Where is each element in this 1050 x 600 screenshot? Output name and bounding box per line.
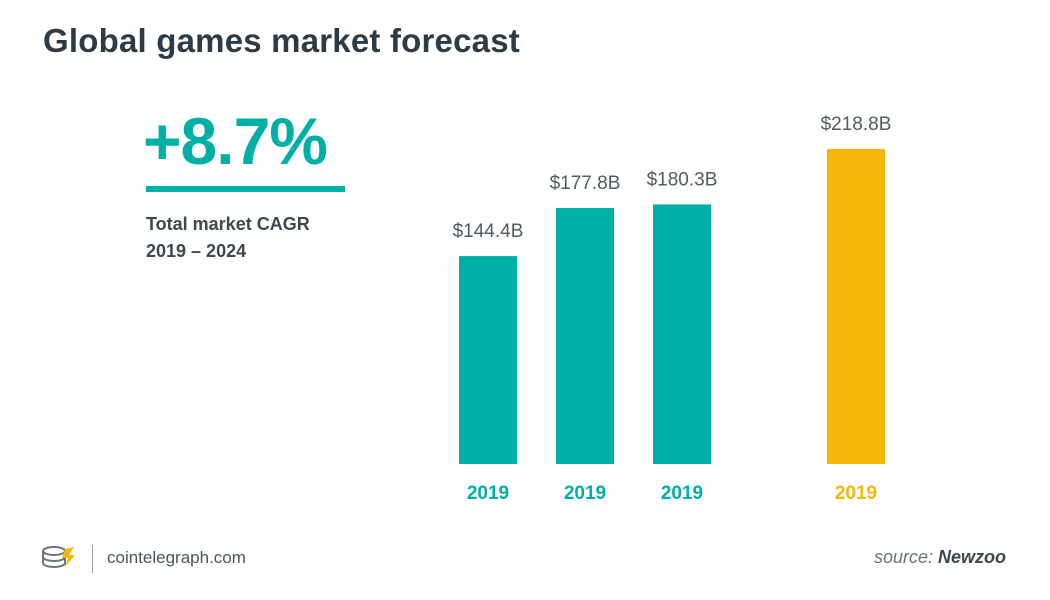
source-prefix: source:	[873, 547, 933, 567]
cagr-label-line2: 2019 – 2024	[146, 241, 247, 261]
bar-1	[556, 208, 614, 464]
bar-0	[459, 256, 517, 464]
category-label-0: 2019	[467, 483, 509, 504]
category-label-3: 2019	[835, 483, 877, 504]
site-url[interactable]: cointelegraph.com	[107, 548, 246, 567]
footer-divider	[92, 545, 93, 573]
chart-title: Global games market forecast	[43, 22, 520, 59]
bar-value-label-3: $218.8B	[821, 114, 892, 135]
cagr-label-line1: Total market CAGR	[146, 214, 310, 234]
cagr-underline	[146, 186, 345, 192]
source-credit: source: Newzoo	[874, 547, 1006, 568]
cointelegraph-logo-icon	[40, 543, 80, 578]
bar-value-label-2: $180.3B	[647, 169, 718, 190]
bar-value-label-0: $144.4B	[453, 221, 524, 242]
source-name: Newzoo	[937, 547, 1006, 567]
category-label-2: 2019	[661, 483, 703, 504]
bar-value-label-1: $177.8B	[550, 173, 621, 194]
cagr-label: Total market CAGR 2019 – 2024	[146, 211, 310, 265]
category-label-1: 2019	[564, 483, 606, 504]
bar-3	[827, 149, 885, 464]
cagr-value: +8.7%	[143, 104, 328, 178]
bar-2	[653, 204, 711, 464]
